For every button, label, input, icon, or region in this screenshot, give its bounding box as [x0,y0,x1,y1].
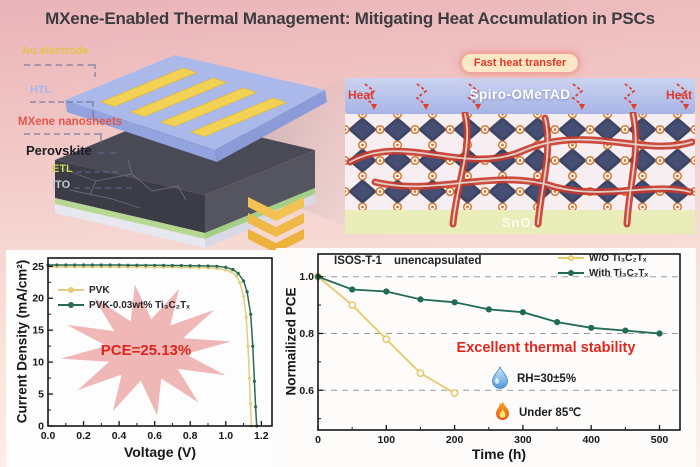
legend-label: W/O Ti₃C₂Tₓ [589,252,647,264]
jv-legend: PVK PVK-0.03wt% Ti₃C₂Tₓ [58,283,190,312]
heat-label-left: Heat [348,88,375,102]
legend-swatch [558,269,584,277]
svg-text:200: 200 [446,434,464,446]
stability-chart-panel: 0 100 200 300 400 500 0.6 0.8 1.0 Normailized PC… [276,248,696,467]
svg-text:20: 20 [32,293,44,305]
svg-text:0.8: 0.8 [299,328,314,340]
svg-text:0.6: 0.6 [299,385,314,397]
temperature-label: Under 85℃ [519,406,582,419]
legend-swatch [58,286,84,294]
layer-label-etl: ETL [52,163,73,175]
svg-text:10: 10 [32,357,44,369]
layer-label-htl: HTL [30,84,52,96]
connector-line [74,187,132,189]
svg-text:0.0: 0.0 [41,430,56,442]
svg-text:0: 0 [315,434,321,446]
jv-chart: 0.0 0.2 0.4 0.6 0.8 1.0 1.2 0 5 10 15 20 25 [32,257,273,442]
au-electrode-bars [99,67,288,137]
sno2-label: SnO₂ [501,214,539,230]
stability-x-axis-label: Time (h) [471,446,527,462]
svg-text:1.0: 1.0 [299,271,314,283]
connector-line [94,64,96,77]
lattice-pattern [345,114,695,210]
spiro-ometad-label: Spiro-OMeTAD [469,87,571,102]
stability-y-axis-label: Normailized PCE [283,287,299,396]
perovskite-lattice [345,114,695,210]
legend-swatch [558,254,584,262]
device-3d-illustration [55,55,345,253]
legend-item: With Ti₃C₂Tₓ [558,266,648,280]
legend-label: PVK-0.03wt% Ti₃C₂Tₓ [89,299,190,311]
condition-label: unencapsulated [393,255,482,267]
spiro-ometad-band: Heat Spiro-OMeTAD Heat [345,78,695,114]
svg-text:0.2: 0.2 [76,430,91,442]
stability-legend: W/O Ti₃C₂Tₓ With Ti₃C₂Tₓ [558,251,648,280]
svg-text:0.6: 0.6 [147,430,162,442]
svg-text:100: 100 [378,434,396,446]
layer-label-au-electrode: Au electrode [22,45,89,57]
svg-text:1.0: 1.0 [218,430,233,442]
htl-slab [65,55,327,162]
legend-label: With Ti₃C₂Tₓ [589,267,649,279]
etl-layer [55,188,315,239]
heat-label-right: Heat [665,88,692,102]
connector-line [24,133,100,135]
legend-item: PVK-0.03wt% Ti₃C₂Tₓ [58,298,190,312]
fast-heat-transfer-badge: Fast heat transfer [461,54,579,72]
connector-line [76,171,118,173]
water-drop-icon [492,366,508,389]
heat-arrow-icons [363,83,689,110]
protocol-label: ISOS-T-1 [334,255,382,267]
legend-item: PVK [58,283,190,297]
legend-item: W/O Ti₃C₂Tₓ [558,251,648,265]
layer-label-mxene-nanosheets: MXene nanosheets [18,116,123,128]
humidity-label: RH=30±5% [517,372,577,385]
layer-label-perovskite: Perovskite [26,143,92,158]
svg-text:300: 300 [514,434,532,446]
connector-line [92,101,94,116]
heat-transfer-panel: Fast heat transfer Heat Spiro-OMeTAD Hea… [345,52,695,234]
svg-text:1.2: 1.2 [254,430,269,442]
test-protocol-note: ISOS-T-1 unencapsulated [334,255,482,267]
legend-label: PVK [89,284,110,296]
thermal-stability-annotation: Excellent thermal stability [456,340,636,356]
connector-line [24,64,94,66]
layer-label-ito: ITO [52,179,71,191]
svg-text:500: 500 [651,434,669,446]
svg-text:0.4: 0.4 [112,430,127,442]
stability-chart: 0 100 200 300 400 500 0.6 0.8 1.0 [299,253,681,446]
svg-text:0: 0 [38,421,44,433]
device-structure-panel: Au electrode HTL MXene nanosheets Perovs… [0,40,345,262]
flame-icon [496,401,509,420]
legend-swatch [58,301,84,309]
svg-text:15: 15 [32,325,44,337]
jv-x-axis-label: Voltage (V) [123,444,197,460]
page-title: MXene-Enabled Thermal Management: Mitiga… [45,9,655,28]
jv-chart-panel: 0.0 0.2 0.4 0.6 0.8 1.0 1.2 0 5 10 15 20 25 Current … [6,250,298,467]
connector-line [98,152,116,154]
sno2-band: SnO₂ [345,210,695,234]
temperature-condition: Under 85℃ [493,400,581,423]
svg-text:25: 25 [32,261,44,273]
svg-text:0.8: 0.8 [183,430,198,442]
connector-line [100,133,102,143]
jv-y-axis-label: Current Density (mA/cm²) [14,259,30,424]
svg-text:5: 5 [38,389,44,401]
humidity-condition: RH=30±5% [490,366,576,391]
grain-cracks [59,159,187,209]
pce-annotation: PCE=25.13% [100,342,192,359]
svg-text:400: 400 [582,434,600,446]
connector-line [30,101,92,103]
